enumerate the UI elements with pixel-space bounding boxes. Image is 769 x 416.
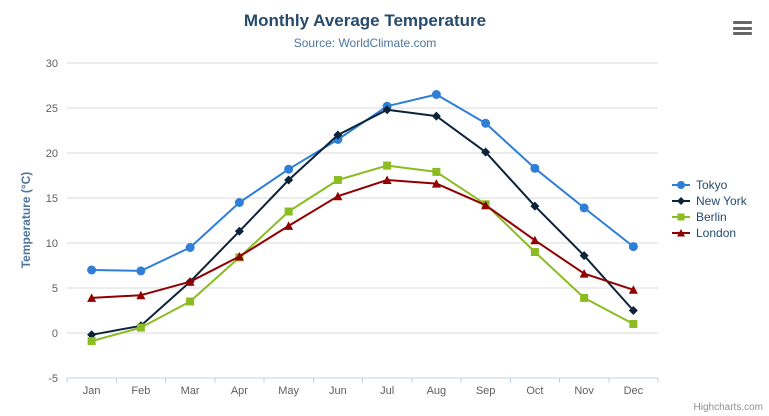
x-axis-labels: Jan Feb Mar Apr May Jun Jul Aug Sep Oct Nov Dec (83, 385, 644, 397)
new-york-series-symbol (672, 197, 690, 205)
svg-text:5: 5 (52, 283, 58, 295)
svg-text:Mar: Mar (181, 385, 200, 397)
chart-subtitle: Source: WorldClimate.com (293, 36, 437, 50)
svg-text:Jul: Jul (380, 385, 394, 397)
data-point-marker (136, 323, 145, 332)
data-point-marker (234, 252, 244, 261)
data-point-marker (186, 297, 195, 306)
svg-text:20: 20 (46, 148, 58, 160)
data-point-marker (87, 293, 97, 302)
data-point-marker (530, 163, 540, 173)
data-point-marker (136, 266, 146, 276)
y-axis-title: Temperature (°C) (19, 171, 33, 269)
data-point-marker (629, 320, 638, 328)
data-point-marker (333, 176, 342, 184)
legend-item-london[interactable]: London (671, 225, 747, 241)
data-point-marker (284, 175, 294, 185)
data-point-marker (432, 167, 441, 176)
legend-item-label: Tokyo (696, 178, 728, 192)
svg-text:May: May (278, 385, 299, 397)
data-point-marker (579, 251, 589, 261)
legend-item-label: London (696, 226, 737, 240)
legend-item-label: Berlin (696, 210, 727, 224)
data-point-marker (628, 285, 638, 294)
data-point-marker (185, 277, 195, 286)
series-london[interactable] (87, 175, 638, 302)
data-point-marker (530, 248, 539, 256)
svg-text:Aug: Aug (427, 385, 447, 397)
series-new-york[interactable] (87, 105, 638, 340)
data-point-marker (284, 221, 294, 230)
data-point-marker (234, 198, 244, 207)
x-axis (66, 377, 659, 383)
legend-item-new-york[interactable]: New York (671, 193, 747, 209)
chart-title: Monthly Average Temperature (243, 11, 487, 30)
data-point-marker (481, 200, 491, 210)
data-point-marker (628, 306, 638, 315)
data-point-marker (284, 164, 294, 174)
tokyo-series-symbol (672, 181, 690, 189)
data-point-marker (481, 118, 491, 128)
data-point-marker (383, 161, 392, 170)
data-point-marker (579, 269, 589, 278)
legend-item-label: New York (696, 194, 747, 208)
hamburger-icon-bar (733, 32, 752, 35)
credits-link[interactable]: Highcharts.com (693, 402, 763, 413)
hamburger-icon-bar (733, 26, 752, 30)
svg-text:Apr: Apr (231, 385, 248, 397)
data-point-marker (628, 242, 638, 252)
data-point-marker (431, 90, 441, 99)
svg-text:10: 10 (46, 238, 58, 250)
svg-text:Jan: Jan (83, 385, 101, 397)
data-point-marker (382, 175, 392, 184)
chart-context-menu-button[interactable] (733, 21, 752, 35)
svg-text:Sep: Sep (476, 385, 496, 397)
data-point-marker (87, 265, 97, 275)
y-axis-labels: -5 0 5 10 15 20 25 30 (46, 58, 58, 385)
series-tokyo[interactable] (87, 90, 638, 276)
svg-text:Dec: Dec (624, 385, 644, 397)
svg-text:Jun: Jun (329, 385, 347, 397)
svg-text:Nov: Nov (574, 385, 594, 397)
data-point-marker (333, 191, 343, 201)
data-point-marker (580, 293, 589, 302)
legend: Tokyo New York Berlin London (671, 177, 747, 241)
data-point-marker (579, 203, 589, 213)
data-point-marker (234, 226, 244, 236)
svg-text:Oct: Oct (526, 385, 543, 397)
data-point-marker (87, 330, 97, 340)
hamburger-icon-bar (733, 21, 752, 24)
data-point-marker (481, 147, 491, 157)
london-series-symbol (672, 229, 690, 237)
data-point-marker (284, 207, 293, 216)
data-point-marker (382, 105, 392, 115)
svg-text:25: 25 (46, 103, 58, 115)
svg-text:30: 30 (46, 58, 58, 70)
data-point-marker (431, 179, 441, 188)
data-point-marker (333, 130, 343, 140)
data-point-marker (431, 111, 441, 121)
data-point-marker (87, 337, 96, 346)
svg-text:Feb: Feb (131, 385, 150, 397)
legend-item-berlin[interactable]: Berlin (671, 209, 747, 225)
berlin-series-symbol (672, 213, 690, 221)
data-point-marker (530, 201, 540, 211)
data-point-marker (136, 290, 146, 300)
data-point-marker (530, 235, 540, 245)
svg-text:0: 0 (52, 328, 58, 340)
data-point-marker (185, 243, 195, 252)
svg-text:15: 15 (46, 193, 58, 205)
svg-text:-5: -5 (48, 373, 58, 385)
gridlines (67, 62, 658, 334)
legend-item-tokyo[interactable]: Tokyo (671, 177, 747, 193)
